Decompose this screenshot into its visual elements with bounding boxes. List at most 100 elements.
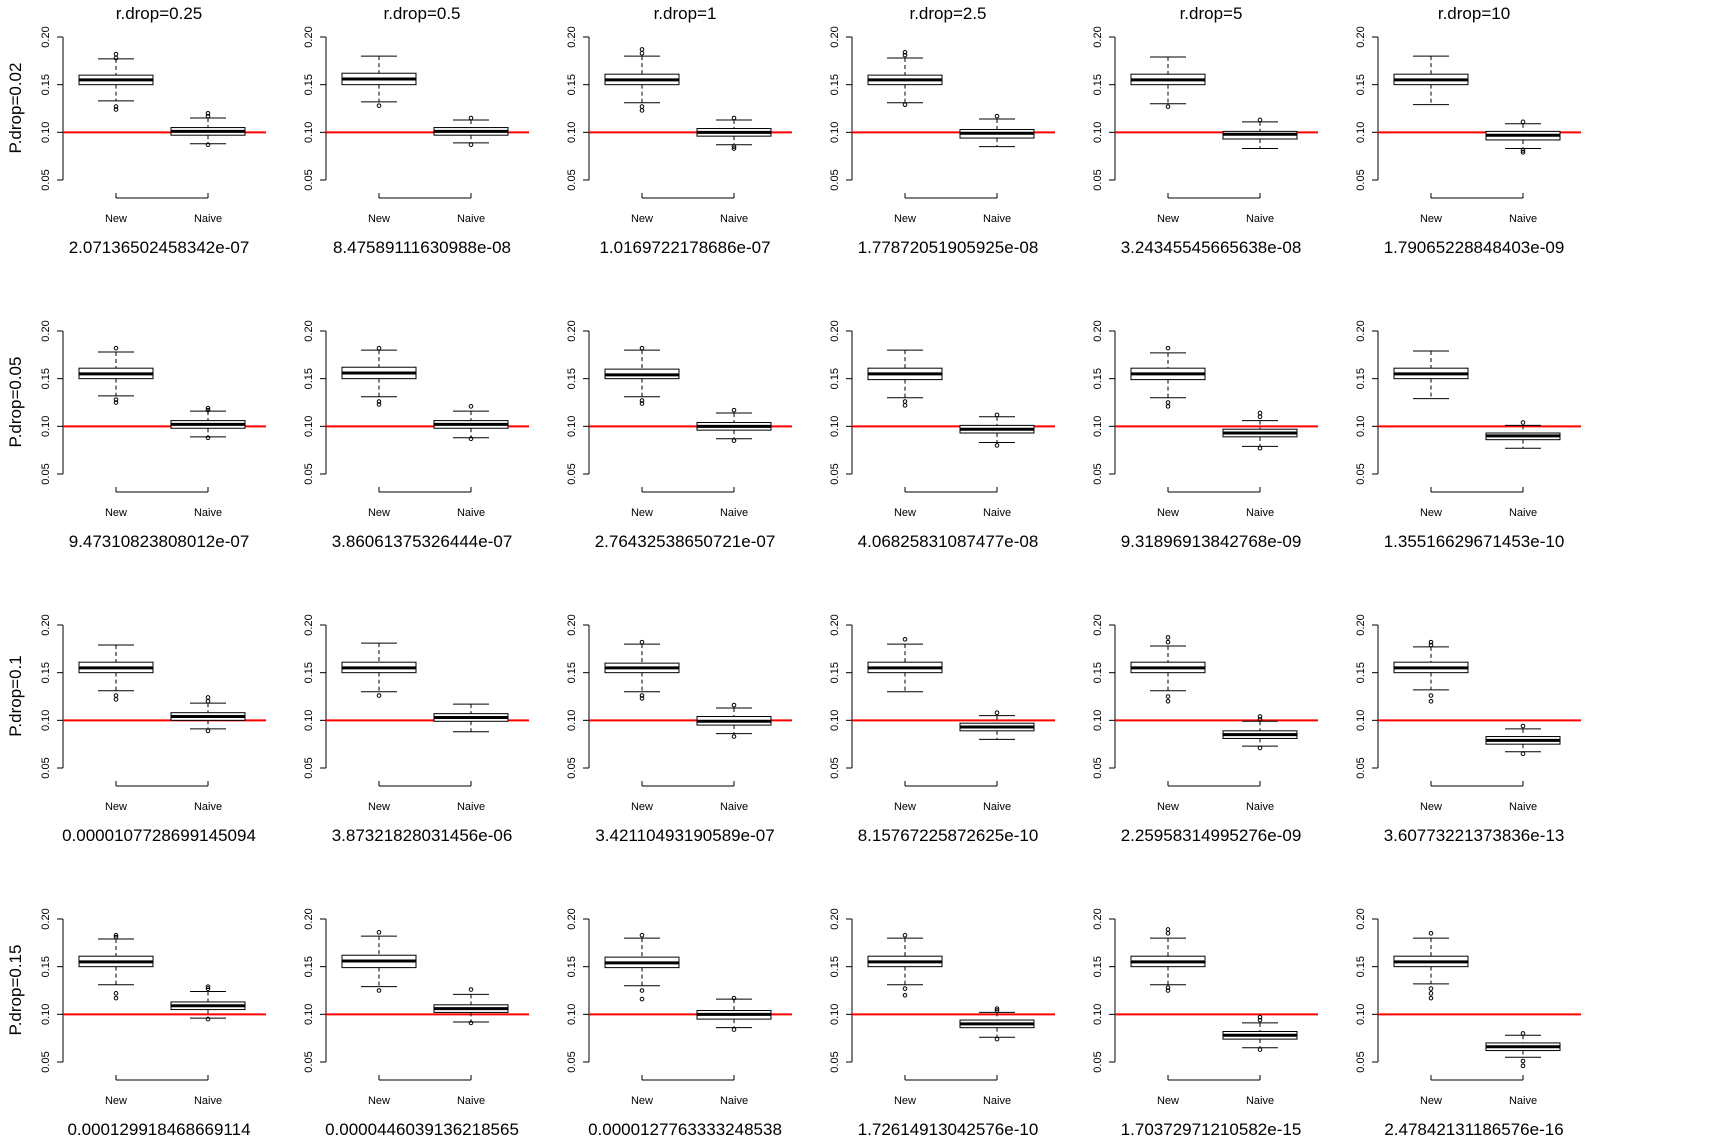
y-tick-label: 0.15 (1092, 956, 1104, 977)
box-new (78, 345, 154, 405)
outlier-point (113, 995, 119, 1001)
outlier-point (468, 987, 474, 992)
y-tick-label: 0.05 (40, 463, 52, 484)
p-value-label: 1.77872051905925e-08 (858, 238, 1039, 257)
outlier-point (994, 1036, 1000, 1042)
outlier-point (639, 50, 645, 56)
outlier-point (1257, 745, 1263, 751)
y-tick-label: 0.10 (40, 710, 52, 731)
outlier-point (113, 932, 119, 938)
x-category-label: New (105, 801, 127, 813)
y-tick-label: 0.05 (566, 169, 578, 190)
outlier-point (113, 345, 119, 351)
outlier-point (639, 104, 645, 109)
row-label: P.drop=0.05 (6, 357, 25, 448)
x-category-label: New (1157, 1095, 1179, 1107)
box-naive (433, 404, 509, 442)
y-tick-label: 0.15 (303, 368, 315, 389)
x-category-label: New (105, 507, 127, 519)
x-category-label: Naive (194, 1095, 222, 1107)
box-new (604, 47, 680, 113)
outlier-point (468, 142, 474, 148)
y-tick-label: 0.15 (40, 74, 52, 95)
x-category-label: Naive (457, 213, 485, 225)
y-tick-label: 0.10 (1355, 122, 1367, 143)
outlier-point (639, 47, 645, 52)
outlier-point (1257, 1047, 1263, 1052)
x-category-label: New (631, 801, 653, 813)
panel: 0.05 0.10 0.15 0.20 New Naive 9.31896913842768… (1092, 320, 1318, 551)
outlier-point (113, 55, 119, 61)
outlier-point (376, 988, 382, 993)
panel: 0.05 0.10 0.15 0.20 New Naive 8.15767225872625… (829, 614, 1055, 845)
y-tick-label: 0.10 (1092, 710, 1104, 731)
outlier-point (731, 702, 737, 708)
y-tick-label: 0.15 (566, 368, 578, 389)
y-tick-label: 0.15 (40, 662, 52, 683)
y-tick-label: 0.15 (1092, 74, 1104, 95)
y-tick-label: 0.15 (303, 956, 315, 977)
y-tick-label: 0.20 (303, 908, 315, 929)
y-tick-label: 0.05 (303, 1051, 315, 1072)
outlier-point (113, 934, 119, 940)
panel: 0.05 0.10 0.15 0.20 New Naive 1.0169722178686e… (566, 26, 792, 257)
y-tick-label: 0.10 (303, 1004, 315, 1025)
box-new (341, 55, 417, 108)
panel: 0.05 0.10 0.15 0.20 New Naive 3.42110493190589… (566, 614, 792, 845)
box-new (867, 349, 943, 408)
y-tick-label: 0.15 (566, 956, 578, 977)
outlier-point (1165, 931, 1171, 936)
y-tick-label: 0.05 (566, 463, 578, 484)
outlier-point (1165, 639, 1171, 645)
x-category-label: Naive (1246, 213, 1274, 225)
x-category-label: Naive (720, 1095, 748, 1107)
x-category-label: New (368, 1095, 390, 1107)
box-new (341, 642, 417, 698)
outlier-point (639, 693, 645, 698)
x-category-label: Naive (194, 213, 222, 225)
outlier-point (731, 144, 737, 149)
panel: 0.05 0.10 0.15 0.20 New Naive 0.00012991846866… (40, 908, 266, 1139)
x-category-label: New (105, 213, 127, 225)
y-tick-label: 0.10 (1092, 122, 1104, 143)
outlier-point (1428, 642, 1434, 648)
outlier-point (205, 435, 211, 441)
outlier-point (113, 51, 119, 57)
outlier-point (994, 113, 1000, 119)
panel: 0.05 0.10 0.15 0.20 New Naive 3.87321828031456… (303, 614, 529, 845)
x-category-label: New (894, 507, 916, 519)
outlier-point (1165, 698, 1171, 704)
y-tick-label: 0.05 (829, 463, 841, 484)
panel: 0.05 0.10 0.15 0.20 New Naive 9.47310823808012… (40, 320, 266, 551)
y-tick-label: 0.05 (303, 463, 315, 484)
box-naive (959, 113, 1035, 148)
outlier-point (994, 1008, 1000, 1013)
outlier-point (1165, 345, 1171, 351)
box-naive (696, 995, 772, 1032)
y-tick-label: 0.05 (829, 169, 841, 190)
outlier-point (994, 412, 1000, 418)
x-category-label: New (1157, 507, 1179, 519)
outlier-point (468, 436, 474, 442)
x-category-label: Naive (457, 507, 485, 519)
x-category-label: Naive (194, 801, 222, 813)
box-naive (959, 1006, 1035, 1042)
p-value-label: 8.47589111630988e-08 (333, 238, 511, 257)
x-category-label: New (1420, 507, 1442, 519)
row-label: P.drop=0.02 (6, 63, 25, 154)
y-tick-label: 0.05 (566, 1051, 578, 1072)
outlier-point (468, 404, 474, 409)
outlier-point (639, 988, 645, 993)
outlier-point (376, 399, 382, 404)
outlier-point (902, 49, 908, 55)
outlier-point (1520, 119, 1526, 125)
box-new (78, 51, 154, 112)
outlier-point (1257, 1017, 1263, 1023)
panel: 0.05 0.10 0.15 0.20 New Naive 0.00004460391362… (303, 908, 529, 1139)
y-tick-label: 0.05 (1092, 463, 1104, 484)
outlier-point (1257, 714, 1263, 719)
y-tick-label: 0.20 (40, 908, 52, 929)
outlier-point (731, 734, 737, 739)
row-label: P.drop=0.1 (6, 655, 25, 736)
